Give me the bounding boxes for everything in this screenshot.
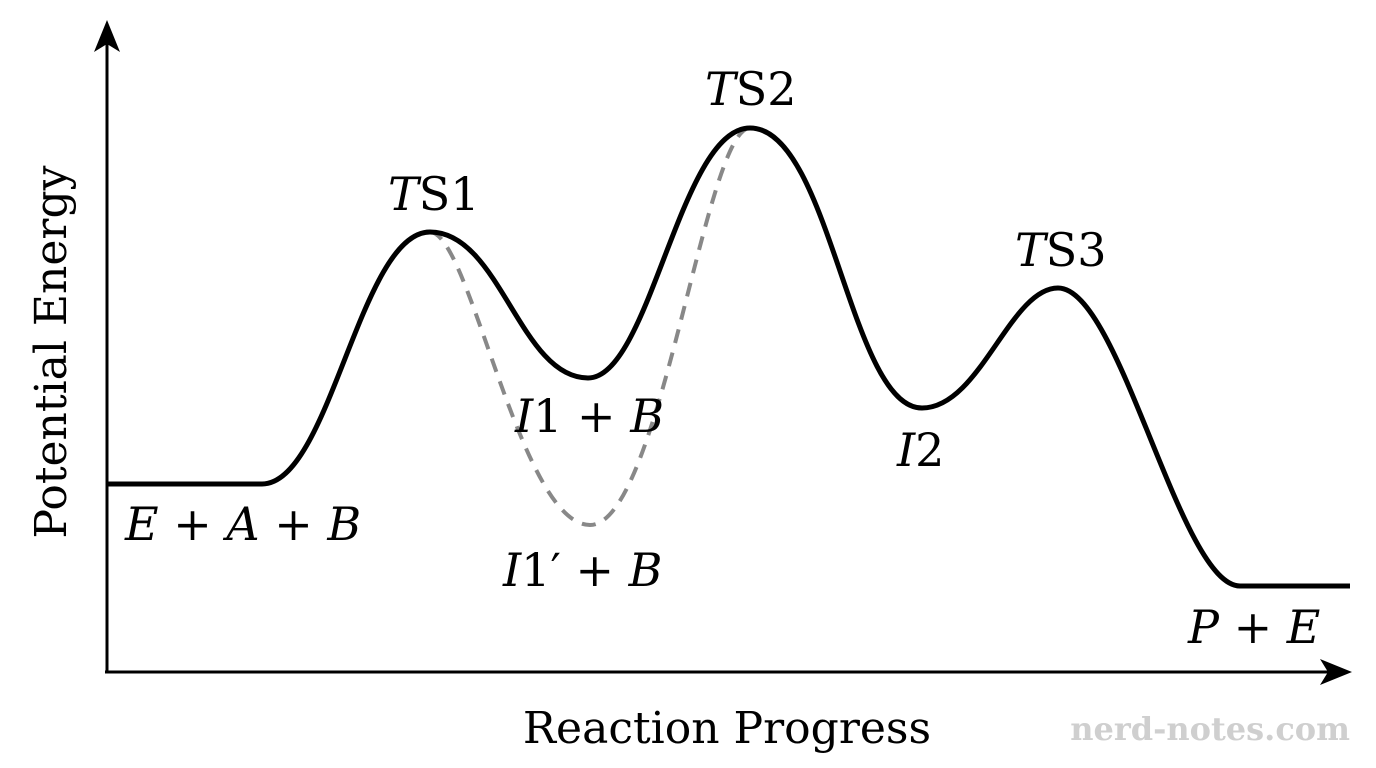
label-products: P + E — [1187, 600, 1320, 654]
label-reactants: E + A + B — [124, 497, 361, 551]
label-ts3: TS3 — [1015, 223, 1106, 277]
label-i1prime: I1′ + B — [502, 543, 662, 597]
label-i2: I2 — [896, 423, 944, 477]
alternate-path-curve — [429, 126, 751, 528]
watermark: nerd-notes.com — [1070, 710, 1350, 748]
y-axis-title: Potential Energy — [26, 165, 77, 538]
y-axis-arrow-icon — [94, 20, 120, 52]
label-i1: I1 + B — [514, 389, 664, 443]
main-path-curve — [107, 125, 1350, 589]
label-ts2: TS2 — [705, 62, 796, 116]
label-ts1: TS1 — [388, 167, 479, 221]
x-axis-title: Reaction Progress — [523, 703, 931, 754]
axes — [94, 20, 1352, 685]
x-axis-arrow-icon — [1320, 659, 1352, 685]
